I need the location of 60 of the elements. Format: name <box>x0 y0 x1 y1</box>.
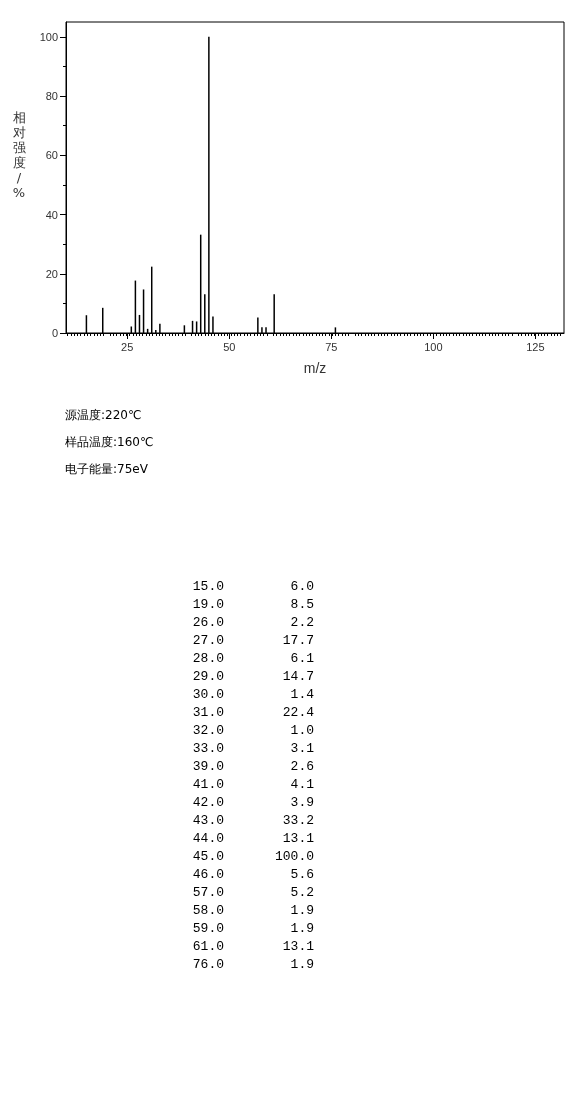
text: 13.1 <box>281 938 314 956</box>
text: 13.1 <box>281 830 314 848</box>
text: 4.1 <box>289 776 314 794</box>
text: 43.0 <box>191 812 224 830</box>
y-tick-label: 0 <box>51 327 58 339</box>
text: 41.0 <box>191 776 224 794</box>
text: 22.4 <box>281 704 314 722</box>
text: 26.0 <box>191 614 224 632</box>
text: 33.2 <box>281 812 314 830</box>
x-tick-label: 125 <box>526 340 545 353</box>
text: 6.1 <box>289 650 314 668</box>
text: 19.0 <box>191 596 224 614</box>
text: 17.7 <box>281 632 314 650</box>
text: 57.0 <box>191 884 224 902</box>
x-tick-label: 75 <box>325 340 338 353</box>
text: 1.9 <box>289 956 314 974</box>
text: 14.7 <box>281 668 314 686</box>
text: 32.0 <box>191 722 224 740</box>
text: 1.9 <box>289 902 314 920</box>
text: 31.0 <box>191 704 224 722</box>
text: 3.1 <box>289 740 314 758</box>
text: 29.0 <box>191 668 224 686</box>
text: 45.0 <box>191 848 224 866</box>
y-tick-label: 60 <box>45 149 58 162</box>
text: 1.0 <box>289 722 314 740</box>
text: 44.0 <box>191 830 224 848</box>
text: 100.0 <box>274 848 314 866</box>
y-axis-title: 相对强度/% <box>11 110 27 200</box>
text: 1.4 <box>289 686 314 704</box>
x-axis-title: m/z <box>303 360 327 376</box>
text: 2.2 <box>289 614 314 632</box>
text: 27.0 <box>191 632 224 650</box>
text: 8.5 <box>289 596 314 614</box>
y-tick-label: 80 <box>45 90 58 103</box>
text: 源温度:220℃ <box>65 407 143 424</box>
y-tick-label: 100 <box>39 30 58 43</box>
text: 58.0 <box>191 902 224 920</box>
text: 42.0 <box>191 794 224 812</box>
text: 30.0 <box>191 686 224 704</box>
text: 15.0 <box>191 578 224 596</box>
text: 61.0 <box>191 938 224 956</box>
x-tick-label: 100 <box>424 340 443 353</box>
text: 59.0 <box>191 920 224 938</box>
text: 5.6 <box>289 866 314 884</box>
text: 6.0 <box>289 578 314 596</box>
text: 样品温度:160℃ <box>65 434 154 451</box>
y-tick-label: 40 <box>45 208 58 221</box>
text: 电子能量:75eV <box>65 461 149 478</box>
x-tick-label: 50 <box>223 340 236 353</box>
text: 3.9 <box>289 794 314 812</box>
text: 28.0 <box>191 650 224 668</box>
text: 1.9 <box>289 920 314 938</box>
text: 5.2 <box>289 884 314 902</box>
text: 76.0 <box>191 956 224 974</box>
text: 2.6 <box>289 758 314 776</box>
text: 39.0 <box>191 758 224 776</box>
y-tick-label: 20 <box>45 267 58 280</box>
text: 33.0 <box>191 740 224 758</box>
x-tick-label: 25 <box>121 340 134 353</box>
text: 46.0 <box>191 866 224 884</box>
